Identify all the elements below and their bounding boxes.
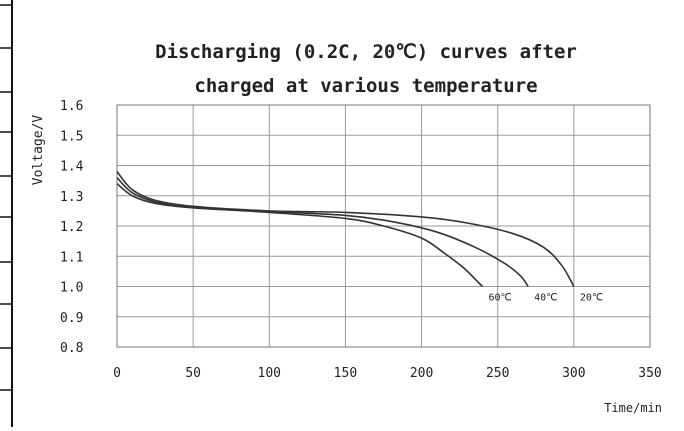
x-axis-label: Time/min [604,401,662,415]
series-line-2 [116,183,484,288]
y-tick-label: 1.3 [60,190,83,205]
series-label-2: 60℃ [488,293,511,304]
x-tick-label: 350 [638,366,661,381]
x-tick-label: 150 [334,366,357,381]
series-curves [116,171,575,288]
chart-title-line2: charged at various temperature [194,75,537,97]
series-line-1 [116,177,529,287]
y-tick-label: 0.8 [60,341,83,356]
y-tick-label: 1.5 [60,129,83,144]
left-edge-border [0,0,13,427]
y-tick-label: 1.6 [60,99,83,114]
series-label-0: 20℃ [580,293,603,304]
series-labels: 20℃ 40℃ 60℃ [488,293,603,304]
x-tick-label: 0 [113,366,121,381]
y-tick-label: 1.4 [60,160,84,175]
y-axis-label: Voltage/V [31,115,46,186]
x-tick-label: 250 [486,366,509,381]
series-label-1: 40℃ [534,293,557,304]
y-tick-label: 0.9 [60,311,83,326]
tick-labels: 1.6 1.5 1.4 1.3 1.2 1.1 1.0 0.9 0.8 0 50 100 150 200 2… [60,99,662,381]
grid-lines [116,104,651,348]
x-tick-label: 300 [562,366,585,381]
series-line-0 [116,171,575,287]
chart-title-line1: Discharging (0.2C, 20℃) curves after [155,41,577,63]
x-tick-label: 50 [185,366,201,381]
plot-frame [116,104,651,348]
x-tick-label: 200 [410,366,433,381]
y-tick-label: 1.1 [60,250,83,265]
x-tick-label: 100 [258,366,281,381]
y-tick-label: 1.2 [60,220,83,235]
y-tick-label: 1.0 [60,281,83,296]
